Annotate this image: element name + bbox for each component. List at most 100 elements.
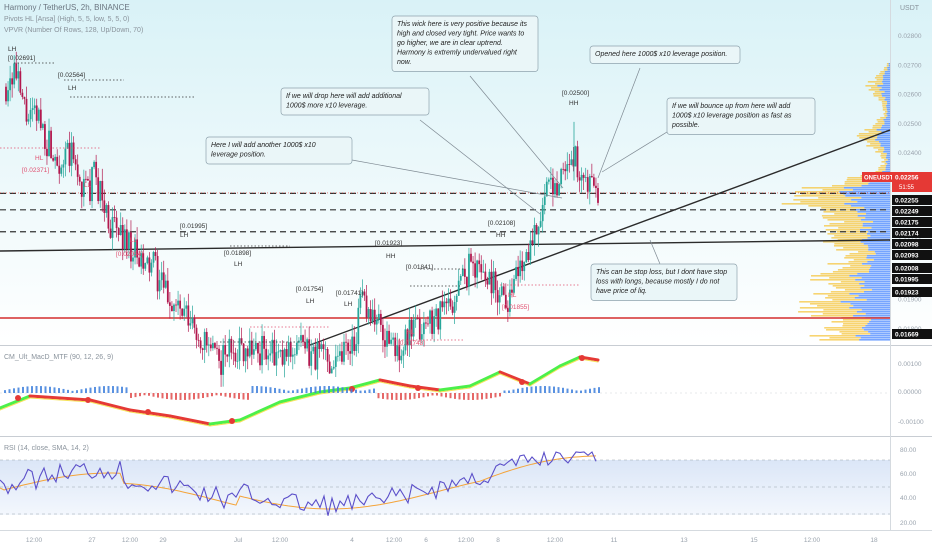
vp-row-down [882,95,890,97]
candle-body [218,348,220,361]
vp-row-up [813,293,850,295]
vp-row-down [884,147,890,149]
macd-histogram-bar [134,393,137,398]
vp-row-down [849,275,890,277]
macd-signal [169,417,211,427]
macd-histogram-bar [310,387,312,393]
time-tick: 12:00 [272,537,289,544]
pivot-label: [0.01754] [296,286,323,293]
vp-row-down [866,299,890,301]
candle-body [255,342,257,350]
candle-body [185,305,188,309]
vp-row-up [827,233,868,235]
vp-row-down [849,307,890,309]
candle-body [343,341,345,362]
candle-body [259,353,261,366]
callout-text: Opened here 1000$ x10 leverage position. [595,51,727,58]
vp-row-down [879,141,890,143]
pivot-label: LL [84,182,92,189]
candle-body [394,337,397,357]
macd-histogram-bar [454,393,456,399]
pivot-label: [0.01841] [406,264,433,271]
candle-body [113,217,116,218]
vp-row-up [811,315,854,317]
candle-body [404,329,407,351]
macd-histogram-bar [211,393,213,397]
candle-body [556,183,558,196]
vp-row-down [870,319,890,321]
rsi-indicator [0,450,890,516]
candle-body [427,323,429,325]
macd-line [528,364,562,386]
time-tick: 29 [159,537,167,544]
candle-body [101,180,104,201]
indicator-pivots: Pivots HL [Ansa] (High, 5, 5, low, 5, 5,… [4,16,129,23]
vp-row-up [839,331,869,333]
vp-row-up [832,299,867,301]
pivot-label: [0.02108] [488,220,515,227]
macd-histogram-bar [341,387,344,393]
vp-row-up [885,111,888,113]
candle-body [509,289,511,312]
macd-histogram-bar [409,393,411,400]
vp-row-up [884,163,888,165]
vp-row-up [809,335,856,337]
candle-body [422,322,425,335]
candle-body [330,368,333,374]
vp-row-up [818,197,862,199]
vp-row-down [871,265,890,267]
candle-body [357,307,360,345]
rsi-line [0,450,597,516]
candle-body [265,348,268,360]
macd-line [408,384,442,392]
vp-row-down [883,151,890,153]
candle-body [300,335,302,341]
vp-row-up [873,95,883,97]
vp-row-down [887,111,890,113]
vp-row-up [886,63,889,65]
candle-body [492,271,495,294]
candle-body [597,188,599,203]
countdown: 51:55 [899,185,915,191]
candle-body [285,349,288,357]
candle-body [64,148,67,165]
pivot-label: [0.01898] [224,250,251,257]
price-axis: 0.028000.027000.026000.025000.024000.023… [862,33,932,527]
candle-body [142,253,145,269]
candle-body [273,339,276,366]
candle-body [400,355,403,361]
candle-body [25,98,28,122]
candle-body [506,307,509,312]
candle-body [408,319,411,346]
vp-row-up [880,165,887,167]
macd-histogram-bar [62,388,65,393]
price-tag-bg [892,329,932,339]
vp-row-down [868,247,890,249]
callout-pointer [419,119,541,215]
pivot-label: LH [306,298,315,305]
candle-body [582,174,585,178]
macd-histogram-bar [229,393,231,398]
vp-row-up [848,261,868,263]
macd-signal [0,397,31,411]
pivot-label: LH [234,261,243,268]
vp-row-up [840,281,865,283]
candle-body [554,183,556,195]
candle-body [365,295,368,318]
candle-body [246,348,249,357]
candle-body [322,344,325,350]
candle-body [478,260,481,265]
vp-row-down [886,109,890,111]
macd-histogram-bar [130,393,132,398]
candle-body [33,105,36,109]
vp-row-up [875,83,884,85]
vp-row-up [842,267,871,269]
candle-body [488,271,491,285]
macd-signal [499,373,531,387]
candle-body [363,291,366,296]
candle-body [173,304,175,312]
candle-body [41,124,44,129]
time-tick: 12:00 [804,537,821,544]
